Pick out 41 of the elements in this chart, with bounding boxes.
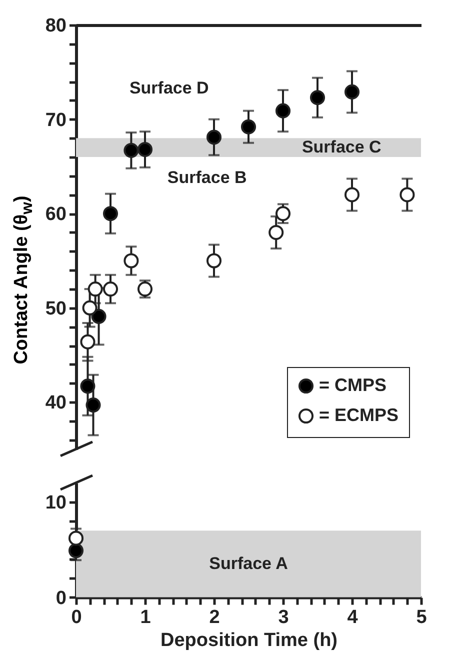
- y-tick-label: 60: [45, 204, 66, 226]
- point: [206, 253, 222, 268]
- y-tick-label: 70: [45, 110, 66, 131]
- point: [102, 282, 118, 297]
- x-tick-label: 1: [140, 606, 152, 628]
- point: [268, 224, 284, 240]
- x-tick-label: 5: [416, 606, 428, 628]
- band-label: Surface C: [302, 138, 382, 157]
- point: [124, 253, 139, 268]
- x-tick-label: 0: [71, 606, 82, 628]
- x-tick-label: 4: [347, 606, 358, 628]
- y-tick-label: 10: [45, 492, 66, 514]
- y-tick-label: 50: [45, 298, 66, 320]
- point: [82, 300, 98, 316]
- y-tick-label: 80: [45, 16, 66, 36]
- point: [86, 398, 101, 413]
- point: [344, 84, 360, 100]
- point: [400, 187, 415, 202]
- annotation: Surface D: [129, 78, 209, 98]
- point: [240, 119, 256, 134]
- point: [137, 142, 153, 157]
- y-tick-label: 40: [45, 392, 66, 414]
- point: [275, 206, 291, 222]
- point: [91, 308, 106, 324]
- point: [80, 334, 96, 350]
- point: [275, 103, 291, 118]
- legend-label: = ECMPS: [319, 405, 399, 425]
- point: [344, 187, 360, 202]
- x-axis-title: Deposition Time (h): [160, 630, 338, 651]
- y-tick-label: 0: [56, 588, 66, 609]
- point: [88, 282, 103, 297]
- point: [124, 142, 139, 158]
- point: [102, 206, 118, 222]
- point: [310, 90, 326, 106]
- annotation: Surface B: [167, 168, 247, 187]
- x-tick-label: 3: [278, 606, 289, 628]
- x-tick-label: 2: [209, 606, 220, 628]
- legend-label: = CMPS: [319, 375, 387, 395]
- band-label: Surface A: [209, 554, 288, 573]
- point: [80, 378, 96, 394]
- point: [206, 130, 222, 145]
